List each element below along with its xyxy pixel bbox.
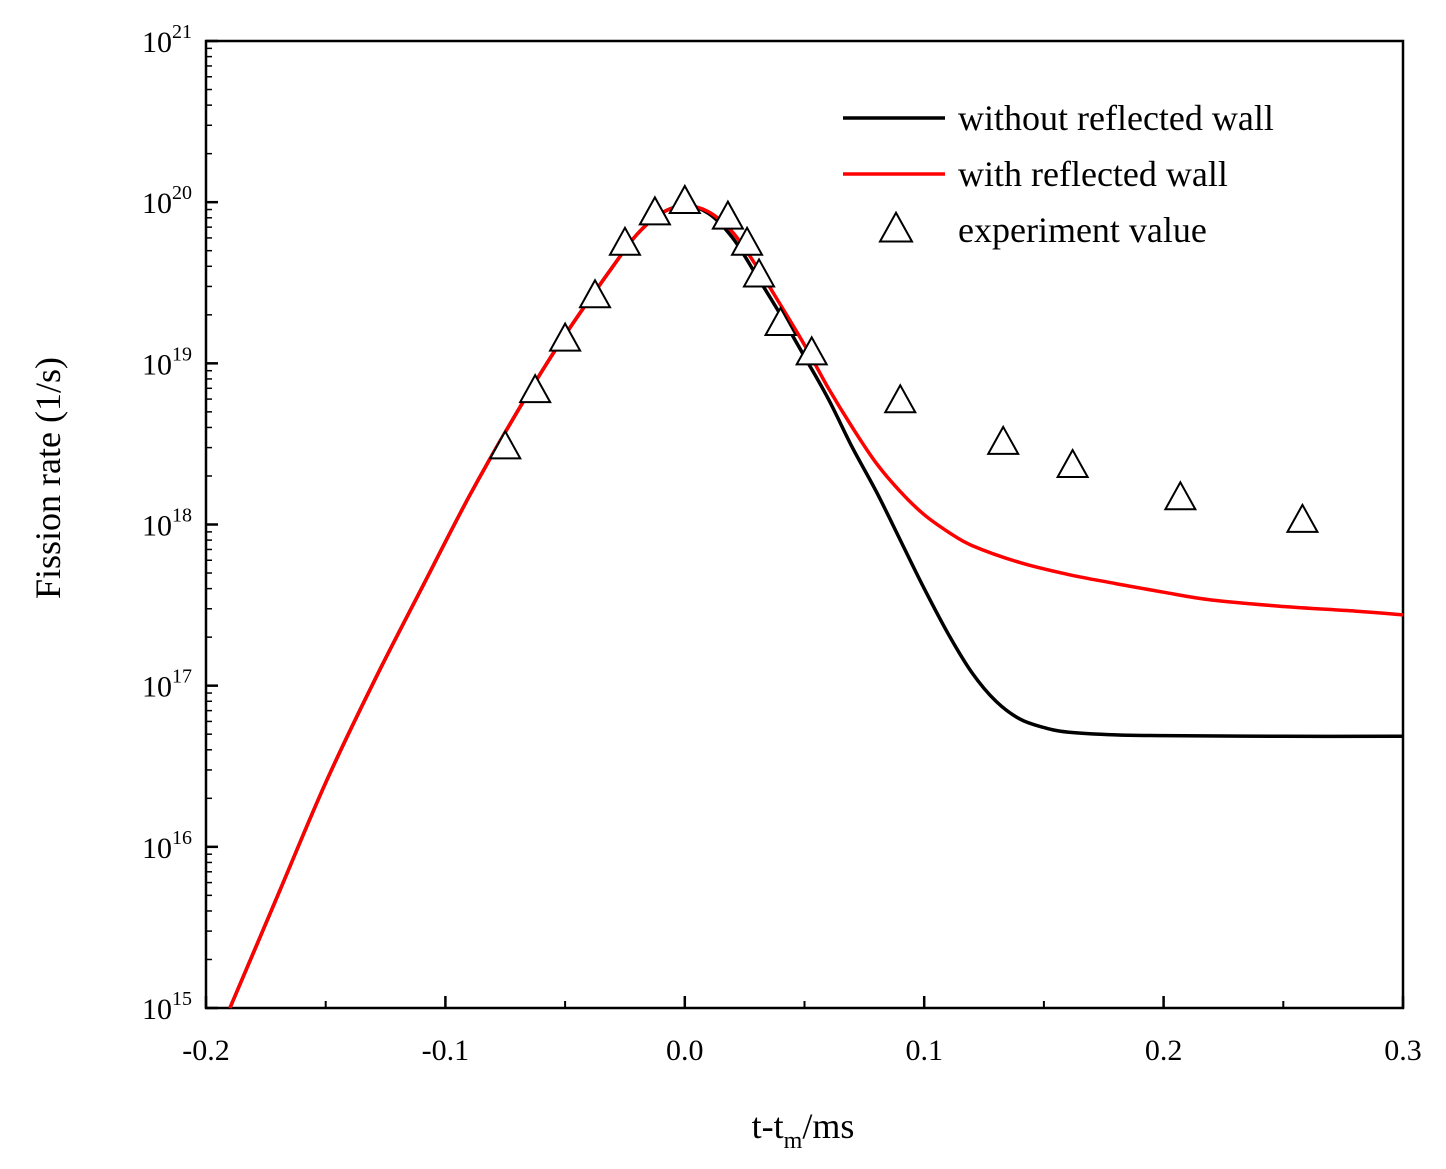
legend-label: without reflected wall [958,98,1274,138]
experiment-data-point [668,183,702,214]
experiment-data-point [986,424,1020,455]
y-tick-label: 1015 [142,988,192,1026]
y-tick-exponent: 16 [172,827,192,849]
series-line-with-reflected-wall [228,204,1404,1009]
x-axis: -0.2 -0.1 0.0 0.1 0.2 0.3 [182,996,1422,1067]
y-tick-exponent: 15 [172,988,192,1010]
x-tick-label: 0.2 [1145,1034,1183,1067]
y-tick-exponent: 17 [172,666,192,688]
experiment-data-point [711,199,745,230]
y-tick-base: 10 [142,832,172,865]
x-axis-label-suffix: /ms [802,1106,854,1146]
x-tick-label: 0.1 [905,1034,943,1067]
x-axis-label-main: t-t [752,1106,784,1146]
y-tick-label: 1017 [142,666,192,704]
experiment-data-point [1055,447,1090,479]
y-tick-exponent: 21 [172,21,192,43]
series-layer [228,183,1404,1009]
y-tick-label: 1016 [142,827,192,865]
experiment-data-point [742,257,776,288]
y-tick-label: 1021 [142,21,192,59]
legend-swatch-triangle [878,210,914,243]
x-tick-label: 0.3 [1384,1034,1422,1067]
y-tick-base: 10 [142,510,172,543]
y-tick-label: 1018 [142,505,192,543]
x-tick-label: 0.0 [666,1034,704,1067]
legend: without reflected wall with reflected wal… [843,98,1274,250]
x-tick-label: -0.2 [182,1034,230,1067]
experiment-data-point [730,225,764,256]
experiment-data-point [794,335,829,366]
y-tick-base: 10 [142,993,172,1026]
x-tick-label: -0.1 [422,1034,470,1067]
x-axis-label-subscript: m [784,1128,803,1154]
y-tick-base: 10 [142,26,172,59]
experiment-data-point [1163,480,1198,511]
experiment-data-point [763,305,798,336]
series-line-without-reflected-wall [228,204,1404,1009]
experiment-data-point [518,373,552,404]
experiment-data-point [1285,502,1320,533]
legend-label: with reflected wall [958,154,1228,194]
experiment-data-point [488,429,522,460]
legend-label: experiment value [958,210,1207,250]
experiment-data-point [883,383,917,414]
experiment-data-point [548,321,582,352]
y-tick-exponent: 19 [172,343,192,365]
y-tick-base: 10 [142,348,172,381]
y-tick-base: 10 [142,671,172,704]
experiment-data-point [638,195,672,226]
y-tick-label: 1019 [142,343,192,381]
x-axis-label: t-tm/ms [752,1106,855,1154]
y-tick-exponent: 20 [172,182,192,204]
experiment-data-point [608,225,642,256]
y-axis-label: Fission rate (1/s) [28,357,68,599]
y-tick-exponent: 18 [172,505,192,527]
experiment-data-point [578,278,612,309]
y-tick-base: 10 [142,187,172,220]
y-tick-label: 1020 [142,182,192,220]
